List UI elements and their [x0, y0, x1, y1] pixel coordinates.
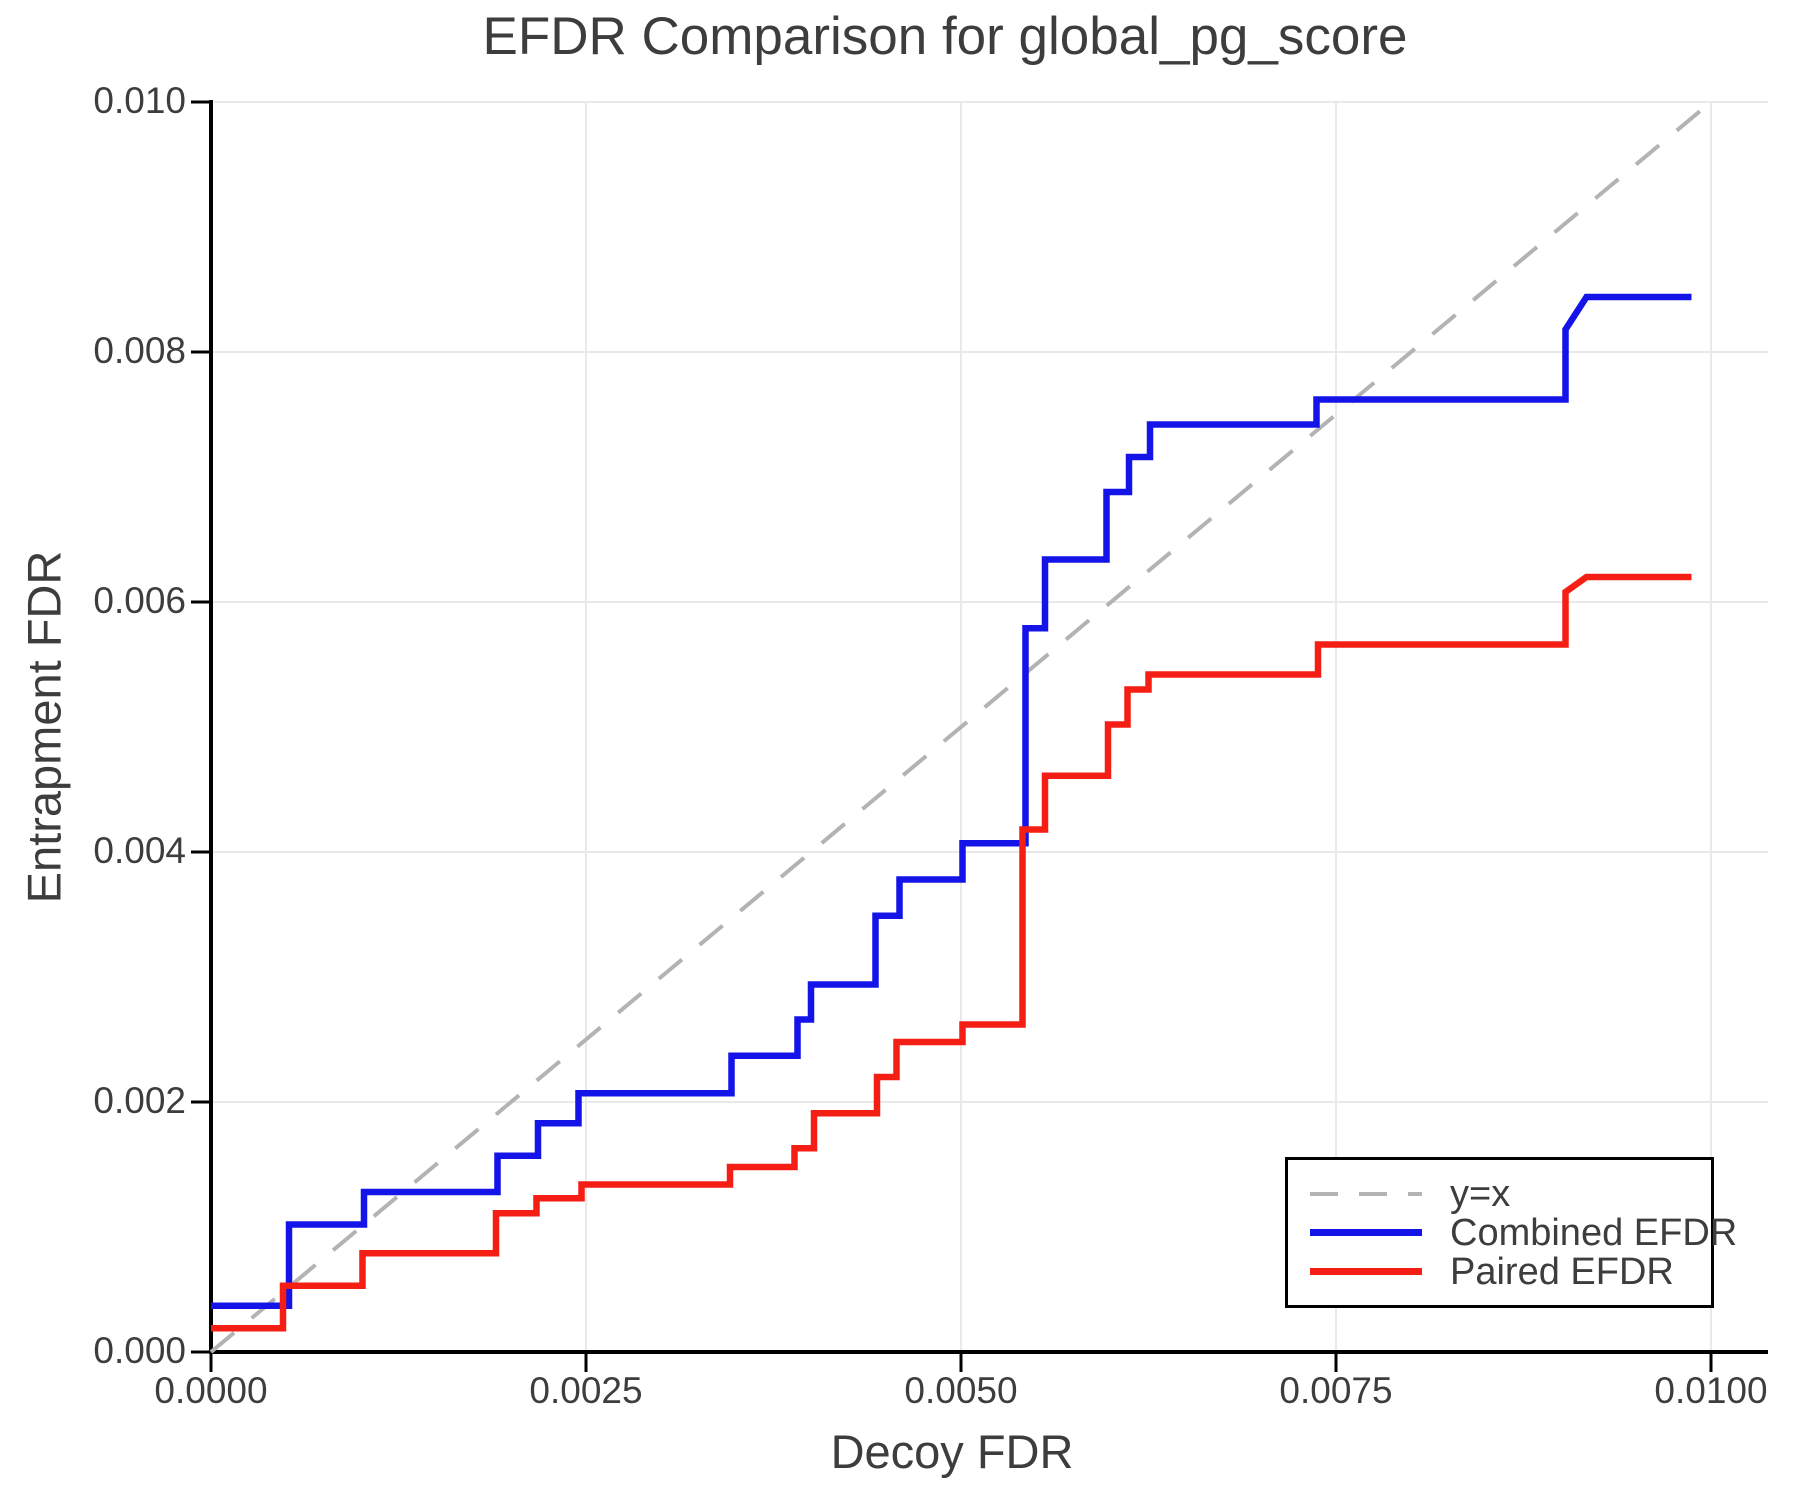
x-axis-title: Decoy FDR [830, 1425, 1074, 1478]
legend: y=x Combined EFDR Paired EFDR [1285, 1157, 1737, 1308]
paired-efdr-line [211, 573, 1692, 1332]
legend-item-combined-efdr: Combined EFDR [1310, 1213, 1737, 1252]
legend-label-identity: y=x [1450, 1172, 1511, 1215]
legend-label-combined-efdr: Combined EFDR [1450, 1211, 1738, 1254]
y-x-line [209, 100, 1713, 1354]
legend-line-paired-efdr [1310, 1268, 1422, 1275]
chart-title: EFDR Comparison for global_pg_score [482, 7, 1408, 66]
x-tick-label: 0.0050 [904, 1370, 1018, 1411]
x-tick-label: 0.0075 [1279, 1370, 1393, 1411]
y-tick-label: 0.004 [93, 830, 186, 871]
legend-line-identity [1310, 1191, 1422, 1196]
y-tick-label: 0.010 [93, 80, 186, 121]
x-tick-label: 0.0000 [154, 1370, 268, 1411]
y-tick-label: 0.006 [93, 580, 186, 621]
x-tick-label: 0.0025 [529, 1370, 643, 1411]
y-tick-label: 0.000 [93, 1330, 186, 1371]
legend-item-paired-efdr: Paired EFDR [1310, 1252, 1711, 1291]
x-tick-label: 0.0100 [1654, 1370, 1768, 1411]
y-tick-label: 0.002 [93, 1080, 186, 1121]
combined-efdr-line [211, 293, 1692, 1310]
legend-line-combined-efdr [1310, 1229, 1422, 1236]
legend-label-paired-efdr: Paired EFDR [1450, 1250, 1674, 1293]
y-tick-label: 0.008 [93, 330, 186, 371]
legend-item-identity: y=x [1310, 1174, 1711, 1213]
